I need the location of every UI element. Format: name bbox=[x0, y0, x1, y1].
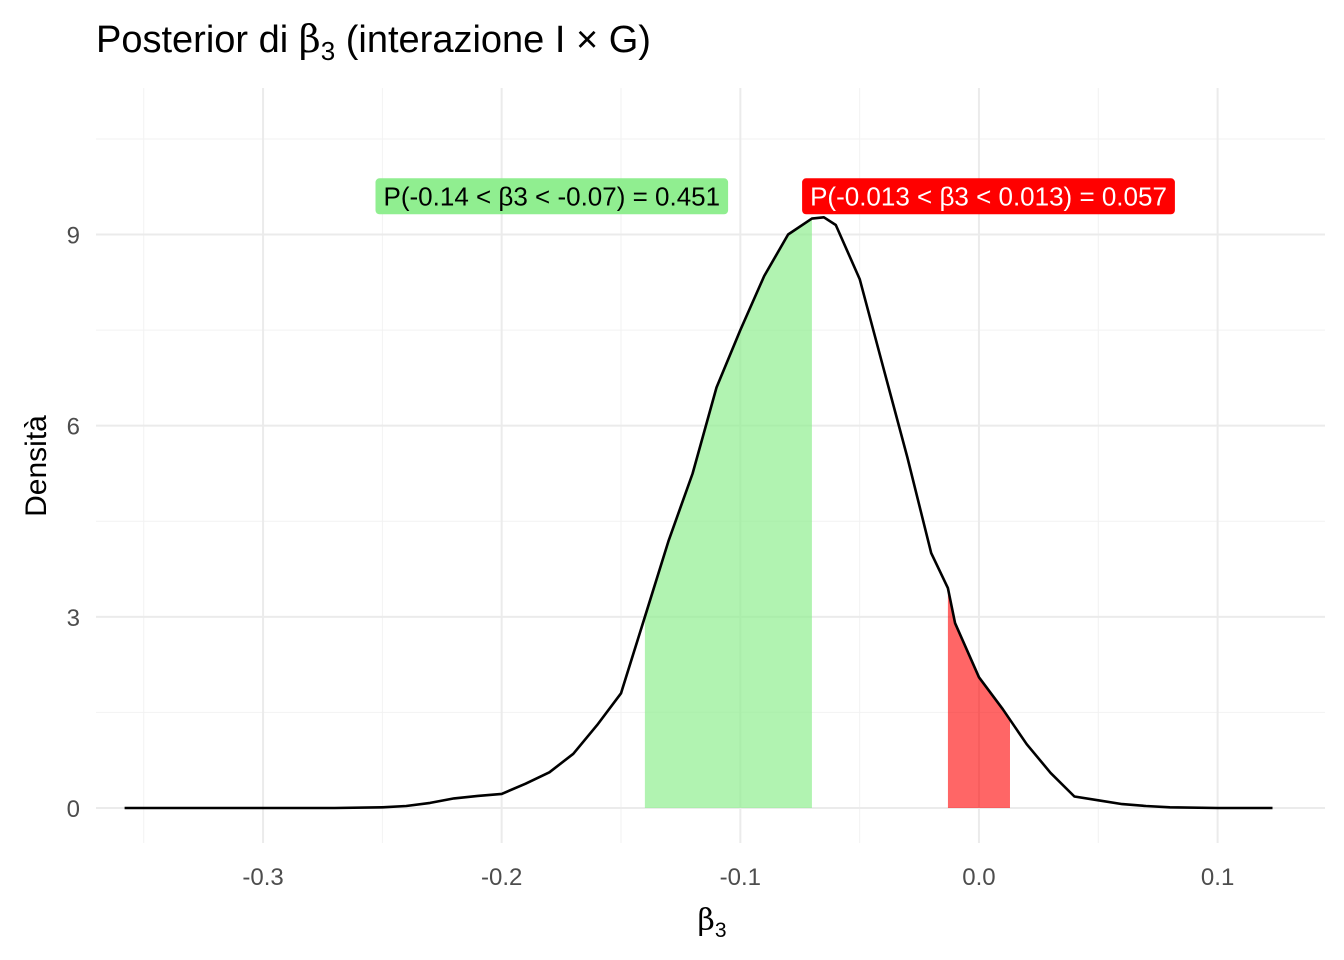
x-tick-labels: -0.3 -0.2 -0.1 0.0 0.1 bbox=[242, 864, 1234, 891]
probability-label-text: P(-0.013 < β3 < 0.013) = 0.057 bbox=[810, 181, 1167, 211]
shaded-region bbox=[644, 218, 812, 808]
probability-label-box bbox=[802, 178, 1175, 215]
x-axis-title: β3 bbox=[697, 903, 726, 942]
shaded-regions bbox=[644, 218, 1010, 808]
y-tick-labels: 0 3 6 9 bbox=[67, 223, 80, 823]
x-tick-label: -0.1 bbox=[720, 864, 761, 891]
probability-label-box bbox=[375, 178, 729, 215]
chart-title: Posterior di β3 (interazione I × G) bbox=[96, 17, 651, 66]
density-curve bbox=[124, 216, 1273, 810]
y-axis-title: Densità bbox=[20, 415, 53, 517]
x-tick-label: -0.2 bbox=[481, 864, 522, 891]
probability-label-text: P(-0.14 < β3 < -0.07) = 0.451 bbox=[384, 181, 721, 211]
y-tick-label: 9 bbox=[67, 223, 80, 250]
x-tick-label: 0.1 bbox=[1201, 864, 1234, 891]
probability-label: P(-0.013 < β3 < 0.013) = 0.057 bbox=[802, 178, 1175, 215]
probability-label: P(-0.14 < β3 < -0.07) = 0.451 bbox=[375, 178, 729, 215]
y-tick-label: 6 bbox=[67, 414, 80, 441]
x-tick-label: 0.0 bbox=[962, 864, 995, 891]
x-tick-label: -0.3 bbox=[242, 864, 283, 891]
annotation-labels: P(-0.14 < β3 < -0.07) = 0.451 P(-0.013 < … bbox=[375, 178, 1175, 215]
y-tick-label: 3 bbox=[67, 605, 80, 632]
y-tick-label: 0 bbox=[67, 796, 80, 823]
